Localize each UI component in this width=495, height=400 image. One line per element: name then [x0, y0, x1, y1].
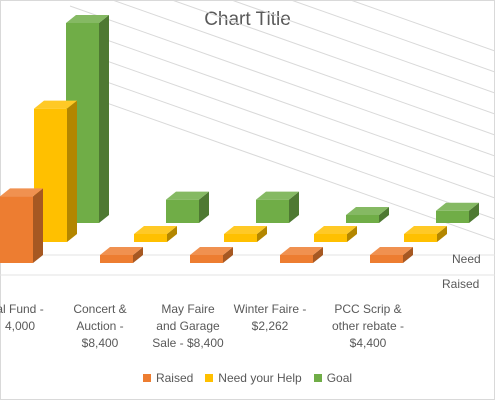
depth-axis-label: Raised	[442, 277, 479, 291]
bar-front	[436, 210, 469, 223]
bar-top	[404, 226, 447, 234]
category-label: Concert & Auction -$8,400	[73, 302, 126, 350]
bar-top	[280, 247, 323, 255]
legend-item: Goal	[313, 371, 353, 385]
bar-side	[199, 191, 209, 223]
bar-front	[314, 234, 347, 242]
legend-label: Goal	[326, 371, 353, 385]
bar-side	[437, 226, 447, 242]
gridline	[69, 26, 495, 178]
bar-front	[190, 255, 223, 263]
bar-front	[100, 255, 133, 263]
bar-front	[370, 255, 403, 263]
category-label: al Fund -4,000	[0, 302, 44, 333]
bar-top	[0, 188, 43, 197]
bar-side	[379, 207, 389, 223]
legend-item: Need your Help	[205, 371, 302, 385]
bar-front	[166, 199, 199, 223]
gridline	[348, 0, 495, 52]
gridline	[110, 0, 495, 136]
bar-side	[347, 226, 357, 242]
bar-top	[256, 191, 299, 200]
category-label: PCC Scrip & other rebate -$4,400	[332, 302, 404, 350]
bar-front	[0, 196, 33, 263]
bar-side	[33, 188, 43, 263]
bar-side	[67, 100, 77, 243]
bar-side	[313, 247, 323, 263]
bar-side	[403, 247, 413, 263]
bar-side	[133, 247, 143, 263]
legend-swatch	[313, 374, 322, 382]
category-label: Winter Faire -$2,262	[234, 302, 307, 333]
bar-side	[223, 247, 233, 263]
bar-top	[346, 207, 389, 215]
bar-front	[224, 234, 257, 242]
chart-title: Chart Title	[204, 9, 291, 30]
bar-top	[224, 226, 267, 234]
category-label: May Faire and Garage Sale - $8,400	[152, 302, 224, 350]
bar-top	[370, 247, 413, 255]
gridline	[229, 0, 495, 94]
legend-label: Need your Help	[218, 371, 302, 385]
bar-side	[469, 202, 479, 223]
gridline	[69, 5, 495, 157]
bar-front	[404, 234, 437, 242]
bar-side	[99, 15, 109, 223]
bar-top	[134, 226, 177, 234]
bar-top	[166, 191, 209, 200]
gridline	[69, 89, 495, 241]
bar-front	[280, 255, 313, 263]
bar-top	[314, 226, 357, 234]
bar-top	[100, 247, 143, 255]
bar-front	[134, 234, 167, 242]
legend: Raised Need your Help Goal	[0, 371, 495, 385]
bar-side	[167, 226, 177, 242]
bar-side	[289, 191, 299, 223]
bar-top	[34, 100, 77, 109]
legend-swatch	[142, 374, 151, 382]
bar-top	[436, 202, 479, 211]
bar-top	[66, 15, 109, 23]
gridline	[289, 0, 495, 73]
legend-label: Raised	[155, 371, 194, 385]
bar-top	[190, 247, 233, 255]
gridline	[69, 47, 495, 199]
legend-item: Raised	[142, 371, 194, 385]
legend-swatch	[205, 374, 214, 382]
bar-front	[256, 199, 289, 223]
bar-side	[257, 226, 267, 242]
gridline	[170, 0, 495, 115]
bar-front	[346, 215, 379, 223]
depth-axis-label: Need	[452, 252, 481, 266]
gridline	[69, 68, 495, 220]
